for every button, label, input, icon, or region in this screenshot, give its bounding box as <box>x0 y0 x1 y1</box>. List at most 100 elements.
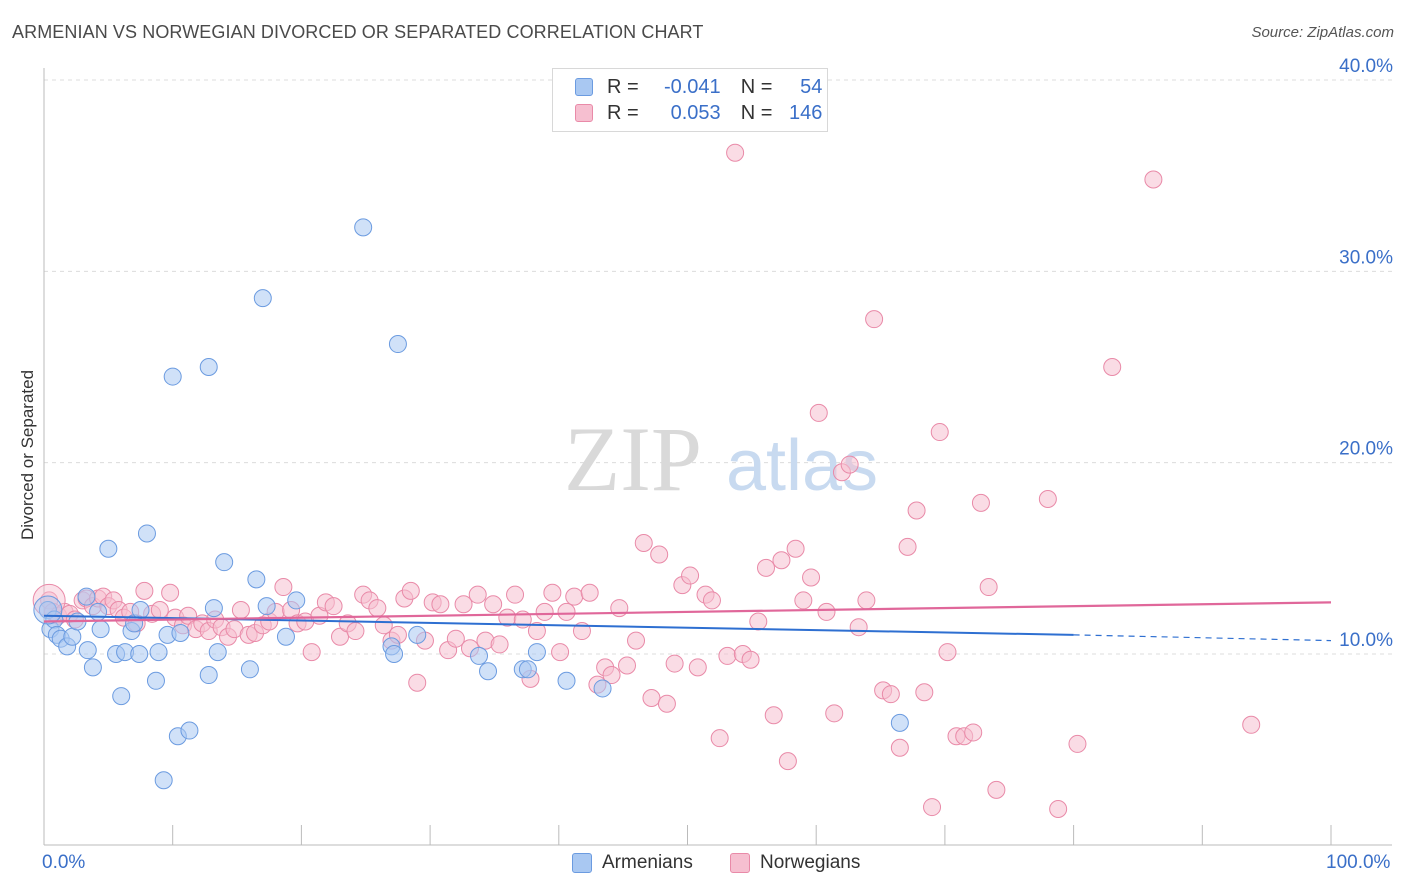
armenians-point <box>287 591 306 610</box>
norwegians-point <box>741 650 760 669</box>
r-value: 0.053 <box>670 101 721 124</box>
armenians-point <box>518 660 537 679</box>
legend-label-armenians: Armenians <box>602 852 693 873</box>
armenians-point <box>408 625 427 644</box>
armenians-point <box>354 218 373 237</box>
norwegians-point <box>401 581 420 600</box>
norwegians-point <box>627 631 646 650</box>
norwegians-point <box>1038 490 1057 509</box>
norwegians-point <box>408 673 427 692</box>
norwegians-point <box>231 600 250 619</box>
norwegians-point <box>923 798 942 817</box>
norwegians-point <box>535 602 554 621</box>
norwegians-point <box>150 600 169 619</box>
norwegians-point <box>1068 734 1087 753</box>
norwegians-point <box>551 643 570 662</box>
norwegians-point <box>543 583 562 602</box>
norwegians-point <box>468 585 487 604</box>
norwegians-point <box>726 143 745 162</box>
norwegians-point <box>718 646 737 665</box>
norwegians-point <box>964 723 983 742</box>
armenians-point <box>199 358 218 376</box>
axes <box>43 68 1392 846</box>
armenians-point <box>388 335 407 354</box>
norwegians-point <box>930 423 949 442</box>
norwegians-point <box>665 654 684 673</box>
armenians-point <box>99 539 118 558</box>
armenians-point <box>479 662 498 681</box>
armenians-point <box>527 643 546 662</box>
armenians-point <box>199 666 218 685</box>
norwegians-point <box>915 683 934 702</box>
armenians-point <box>112 687 131 706</box>
armenians-swatch <box>575 78 593 96</box>
armenians-point <box>131 600 150 619</box>
legend-item-norwegians: Norwegians <box>730 852 860 874</box>
norwegians-point <box>979 578 998 597</box>
armenians-legend-swatch <box>572 853 592 873</box>
y-tick-label: 10.0% <box>1339 630 1393 651</box>
norwegians-point <box>446 629 465 648</box>
armenians-point <box>593 679 612 698</box>
armenians-point <box>83 658 102 677</box>
norwegians-point <box>580 583 599 602</box>
norwegians-point <box>484 595 503 614</box>
norwegians-point <box>764 706 783 725</box>
series-legend: Armenians Norwegians <box>0 852 1406 878</box>
norwegians-point <box>809 403 828 422</box>
r-label: R = <box>607 101 639 124</box>
armenians-point <box>171 623 190 642</box>
armenians-points <box>33 218 909 790</box>
norwegians-point <box>657 694 676 713</box>
armenians-point-large <box>33 595 63 625</box>
armenians-point <box>137 524 156 543</box>
watermark-zip: ZIP <box>564 408 702 510</box>
norwegians-point <box>702 591 721 610</box>
norwegians-point <box>346 622 365 641</box>
norwegians-point <box>642 689 661 708</box>
armenians-point <box>78 641 97 660</box>
norwegians-point <box>324 597 343 616</box>
norwegians-trend-line <box>43 601 1332 623</box>
armenians-point <box>163 367 182 386</box>
legend-row-armenians: R = -0.041 N = 54 <box>575 75 822 99</box>
armenians-point <box>63 627 82 646</box>
norwegians-point <box>865 310 884 329</box>
norwegians-point <box>650 545 669 564</box>
y-tick-label: 40.0% <box>1339 56 1393 77</box>
armenians-point <box>276 627 295 646</box>
norwegians-points <box>32 143 1261 818</box>
norwegians-point <box>849 618 868 637</box>
armenians-point <box>146 671 165 690</box>
norwegians-point <box>1103 358 1122 376</box>
norwegians-point <box>907 501 926 520</box>
norwegians-point <box>1144 170 1163 189</box>
norwegians-point <box>161 583 180 602</box>
armenians-point <box>77 587 96 606</box>
armenians-point <box>91 620 110 639</box>
norwegians-point <box>938 643 957 662</box>
armenians-point <box>890 713 909 732</box>
x-tick-label-min: 0.0% <box>42 852 86 873</box>
armenians-point <box>204 599 223 618</box>
norwegians-point <box>971 493 990 512</box>
trend-lines <box>43 601 1332 642</box>
armenians-point <box>247 570 266 589</box>
norwegians-point <box>681 566 700 585</box>
norwegians-point <box>688 658 707 677</box>
y-tick-labels: 10.0% 20.0% 30.0% 40.0% <box>1339 56 1393 651</box>
norwegians-point <box>840 455 859 474</box>
armenians-point <box>180 721 199 740</box>
norwegians-point <box>817 602 836 621</box>
n-label: N = <box>740 101 773 124</box>
norwegians-swatch <box>575 104 593 122</box>
r-label: R = <box>607 75 639 98</box>
norwegians-point <box>135 581 154 600</box>
norwegians-point <box>881 685 900 704</box>
norwegians-point <box>786 539 805 558</box>
norwegians-point <box>778 752 797 771</box>
y-tick-label: 20.0% <box>1339 439 1393 460</box>
armenians-point <box>154 771 173 790</box>
norwegians-point <box>1242 715 1261 734</box>
